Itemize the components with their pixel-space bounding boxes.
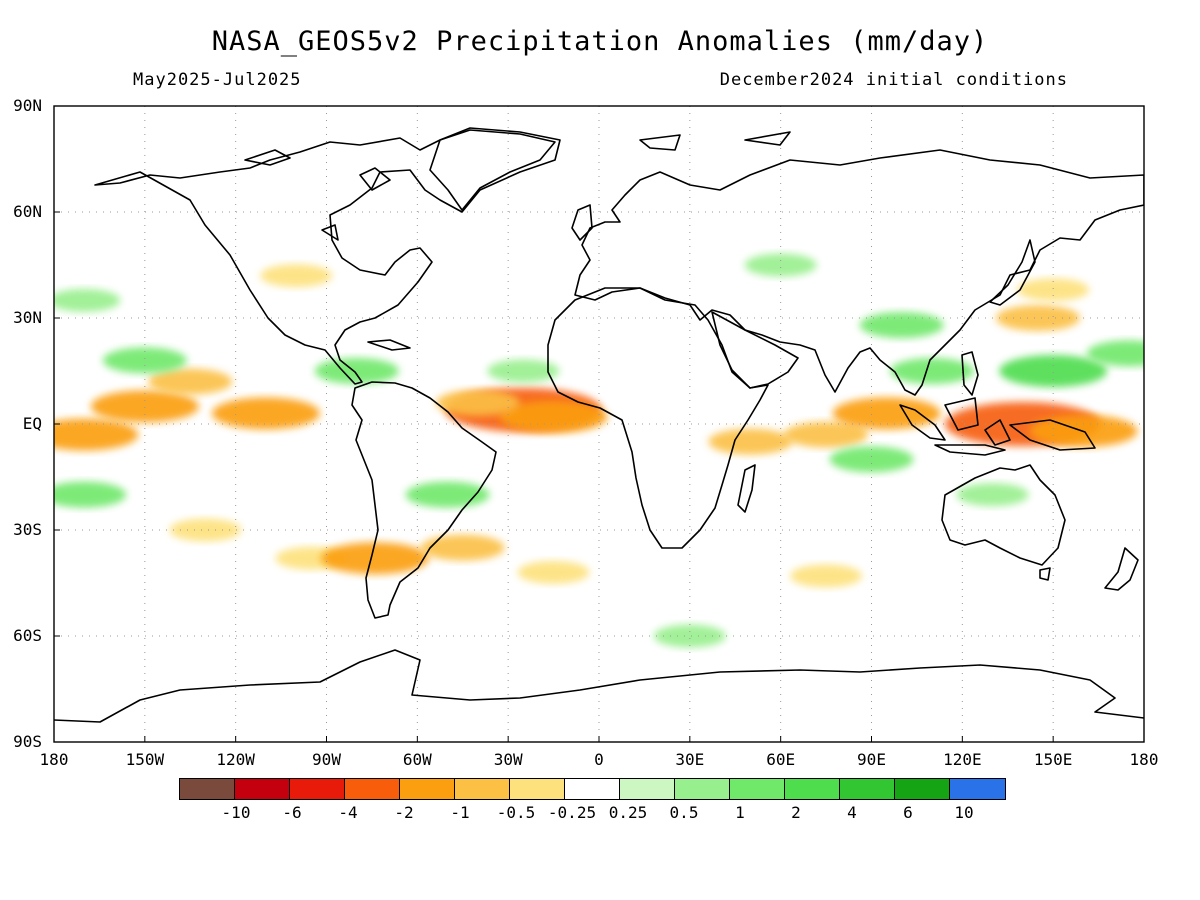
colorbar-box (785, 779, 840, 799)
lon-label: 120E (943, 750, 982, 769)
anomaly-region-0 (90, 390, 199, 423)
axis-ticks (53, 105, 1145, 743)
colorbar-box (895, 779, 950, 799)
lat-label: 90N (13, 96, 42, 115)
colorbar-box (400, 779, 455, 799)
lat-label: 90S (13, 732, 42, 751)
anomaly-region-29 (956, 483, 1029, 507)
colorbar-label: 0.5 (669, 803, 699, 822)
map-title: NASA_GEOS5v2 Precipitation Anomalies (mm… (211, 26, 989, 57)
colorbar-label: -10 (221, 803, 251, 822)
colorbar-box (730, 779, 785, 799)
lon-label: 180 (1129, 750, 1159, 769)
anomaly-region-27 (1086, 340, 1144, 367)
anomaly-region-30 (54, 481, 127, 508)
lon-label: 90E (857, 750, 886, 769)
colorbar-label: 4 (847, 803, 857, 822)
colorbar-box (180, 779, 235, 799)
valid-period: May2025-Jul2025 (133, 70, 302, 90)
anomaly-region-21 (102, 347, 187, 374)
colorbar-label: -2 (394, 803, 414, 822)
lon-label: 60E (766, 750, 796, 769)
anomaly-region-24 (859, 312, 944, 339)
anomaly-region-20 (260, 264, 333, 288)
graticule (54, 106, 1144, 742)
anomaly-region-32 (744, 253, 817, 277)
colorbar-box (950, 779, 1005, 799)
colorbar-label: -6 (282, 803, 302, 822)
anomaly-region-6 (435, 389, 520, 416)
lat-label: EQ (22, 414, 42, 433)
anomaly-region-10 (708, 428, 793, 455)
colorbar-box (840, 779, 895, 799)
colorbar-box (675, 779, 730, 799)
colorbar-label: 0.25 (608, 803, 648, 822)
anomaly-region-12 (996, 305, 1081, 331)
anomaly-region-1 (211, 397, 320, 430)
colorbar-box (235, 779, 290, 799)
colorbar-label: -4 (338, 803, 358, 822)
colorbar (179, 778, 1006, 800)
coastlines (54, 127, 1144, 723)
lon-label: 180 (39, 750, 69, 769)
lat-label: 30S (13, 520, 42, 539)
anomaly-region-11 (832, 397, 941, 430)
colorbar-box (565, 779, 620, 799)
colorbar-label: 6 (903, 803, 913, 822)
lon-label: 0 (594, 750, 604, 769)
anomaly-region-31 (405, 481, 490, 508)
colorbar-label: -0.5 (496, 803, 536, 822)
lon-label: 120W (216, 750, 255, 769)
colorbar-label: 1 (735, 803, 745, 822)
colorbar-label: -1 (450, 803, 470, 822)
anomaly-region-17 (420, 534, 505, 561)
anomaly-region-2 (54, 418, 139, 451)
anomaly-region-34 (54, 288, 121, 312)
colorbar-label: 10 (954, 803, 974, 822)
initial-conditions: December2024 initial conditions (719, 70, 1068, 90)
anomaly-region-25 (890, 358, 975, 384)
colorbar-label: 2 (791, 803, 801, 822)
lon-label: 60W (402, 750, 432, 769)
anomaly-region-5 (499, 400, 608, 433)
anomaly-region-14 (169, 518, 242, 542)
lat-label: 30N (13, 308, 42, 327)
anomaly-region-28 (829, 446, 914, 473)
lat-label: 60S (13, 626, 42, 645)
anomaly-region-19 (790, 564, 863, 588)
lon-label: 30W (493, 750, 523, 769)
anomaly-region-26 (999, 355, 1108, 387)
anomaly-region-33 (653, 624, 726, 648)
colorbar-box (620, 779, 675, 799)
anomaly-region-18 (517, 560, 590, 584)
anomaly-region-16 (320, 542, 429, 575)
colorbar-box (455, 779, 510, 799)
lon-label: 150W (125, 750, 165, 769)
colorbar-label: -0.25 (547, 803, 597, 822)
colorbar-box (510, 779, 565, 799)
lon-label: 150E (1033, 750, 1073, 769)
colorbar-box (345, 779, 400, 799)
lon-label: 30E (675, 750, 705, 769)
anomaly-region-23 (487, 359, 560, 383)
lat-label: 60N (13, 202, 42, 221)
anomaly-region-3 (148, 368, 233, 395)
anomaly-region-9 (784, 421, 869, 448)
lon-label: 90W (312, 750, 341, 769)
precipitation-anomaly-map (53, 105, 1145, 743)
anomaly-region-22 (314, 358, 399, 384)
anomaly-region-13 (1017, 278, 1090, 302)
colorbar-box (290, 779, 345, 799)
